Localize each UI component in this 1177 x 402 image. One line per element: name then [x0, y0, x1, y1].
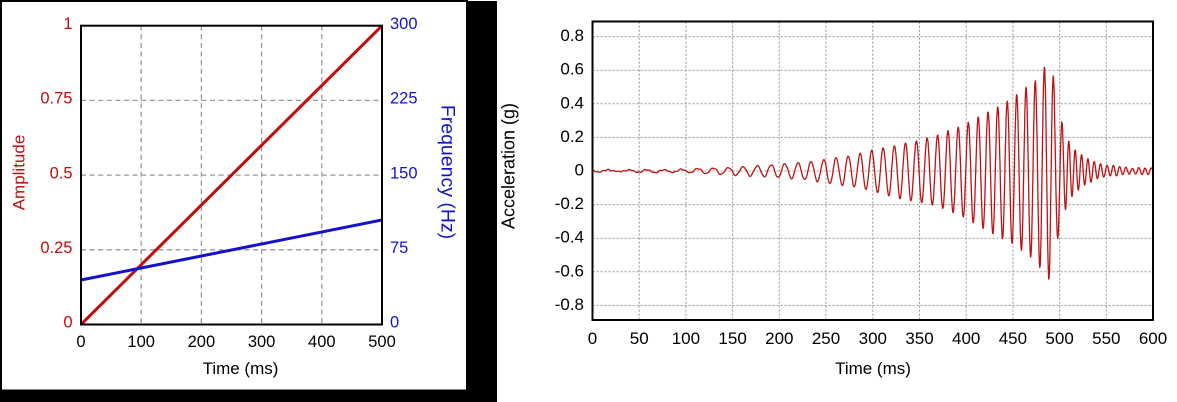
svg-text:-0.4: -0.4: [555, 228, 584, 247]
svg-text:600: 600: [1139, 329, 1167, 348]
svg-text:225: 225: [390, 90, 418, 108]
svg-text:0.25: 0.25: [40, 239, 72, 257]
svg-text:1: 1: [63, 15, 72, 33]
svg-text:0.2: 0.2: [560, 127, 584, 146]
svg-text:Time (ms): Time (ms): [203, 359, 279, 378]
svg-text:100: 100: [127, 333, 155, 351]
svg-text:400: 400: [308, 333, 336, 351]
svg-text:500: 500: [368, 333, 396, 351]
svg-text:50: 50: [630, 329, 649, 348]
svg-text:200: 200: [765, 329, 793, 348]
svg-text:-0.6: -0.6: [555, 261, 584, 280]
svg-text:300: 300: [248, 333, 276, 351]
svg-text:Frequency (Hz): Frequency (Hz): [437, 105, 459, 239]
svg-text:500: 500: [1045, 329, 1073, 348]
svg-text:0.8: 0.8: [560, 26, 584, 45]
svg-text:300: 300: [859, 329, 887, 348]
svg-text:Time (ms): Time (ms): [835, 359, 911, 378]
svg-text:450: 450: [999, 329, 1027, 348]
svg-text:75: 75: [390, 239, 408, 257]
svg-text:0.6: 0.6: [560, 60, 584, 79]
svg-text:200: 200: [188, 333, 216, 351]
svg-text:Acceleration (g): Acceleration (g): [499, 103, 519, 229]
svg-text:0.75: 0.75: [40, 90, 72, 108]
svg-text:-0.2: -0.2: [555, 194, 584, 213]
svg-text:150: 150: [390, 164, 418, 182]
svg-text:400: 400: [952, 329, 980, 348]
svg-text:0.4: 0.4: [560, 93, 584, 112]
svg-text:0: 0: [63, 314, 72, 332]
svg-text:100: 100: [672, 329, 700, 348]
svg-text:-0.8: -0.8: [555, 295, 584, 314]
svg-text:Amplitude: Amplitude: [9, 135, 28, 211]
svg-text:0: 0: [588, 329, 597, 348]
svg-text:150: 150: [718, 329, 746, 348]
svg-text:300: 300: [390, 15, 418, 33]
svg-text:0.5: 0.5: [50, 164, 73, 182]
svg-text:0: 0: [575, 161, 584, 180]
svg-text:0: 0: [76, 333, 85, 351]
svg-text:250: 250: [812, 329, 840, 348]
svg-text:550: 550: [1092, 329, 1120, 348]
svg-text:0: 0: [390, 314, 399, 332]
svg-text:350: 350: [905, 329, 933, 348]
